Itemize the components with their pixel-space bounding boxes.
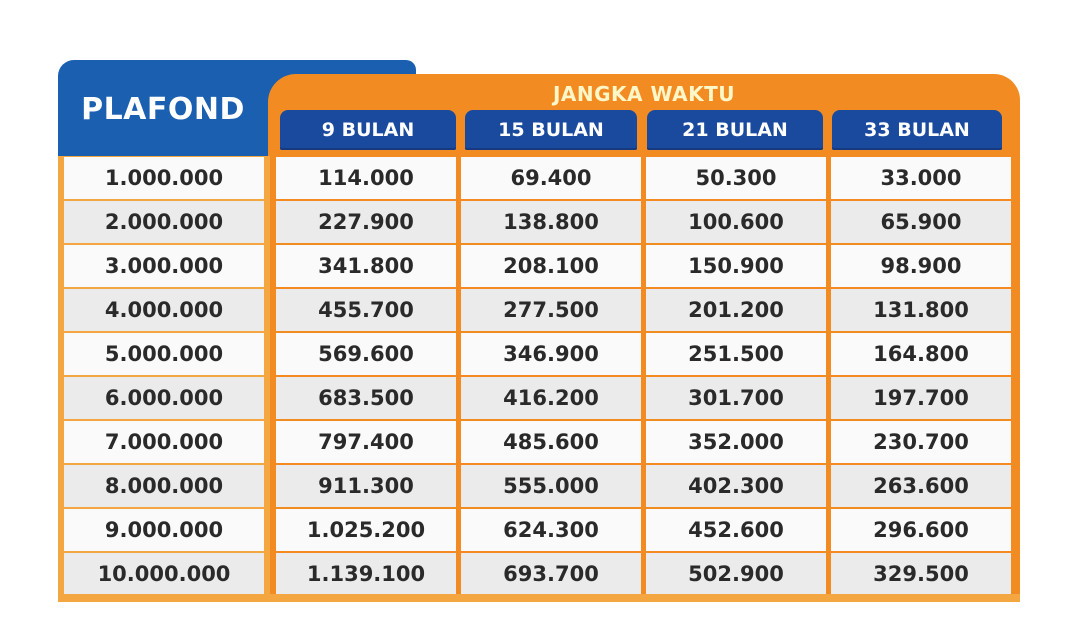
installment-cell-m15: 416.200 (461, 377, 641, 419)
installment-cell-m9: 569.600 (276, 333, 456, 375)
jangka-waktu-header: JANGKA WAKTU (552, 82, 736, 106)
installment-cell-m21: 150.900 (646, 245, 826, 287)
installment-cell-m21: 301.700 (646, 377, 826, 419)
plafond-cell: 2.000.000 (64, 201, 264, 243)
plafond-cell: 1.000.000 (64, 157, 264, 199)
table-row: 7.000.000 797.400 485.600 352.000 230.700 (0, 420, 1079, 464)
month-header-9: 9 BULAN (280, 110, 456, 150)
installment-cell-m33: 33.000 (831, 157, 1011, 199)
table-row: 9.000.000 1.025.200 624.300 452.600 296.600 (0, 508, 1079, 552)
installment-cell-m15: 555.000 (461, 465, 641, 507)
plafond-cell: 4.000.000 (64, 289, 264, 331)
installment-cell-m33: 230.700 (831, 421, 1011, 463)
installment-cell-m21: 251.500 (646, 333, 826, 375)
table-row: 2.000.000 227.900 138.800 100.600 65.900 (0, 200, 1079, 244)
installment-cell-m33: 197.700 (831, 377, 1011, 419)
installment-cell-m21: 352.000 (646, 421, 826, 463)
installment-cell-m21: 502.900 (646, 553, 826, 595)
table-row: 1.000.000 114.000 69.400 50.300 33.000 (0, 156, 1079, 200)
installment-cell-m15: 485.600 (461, 421, 641, 463)
plafond-cell: 9.000.000 (64, 509, 264, 551)
table-row: 6.000.000 683.500 416.200 301.700 197.700 (0, 376, 1079, 420)
installment-cell-m33: 98.900 (831, 245, 1011, 287)
plafond-cell: 8.000.000 (64, 465, 264, 507)
installment-cell-m15: 208.100 (461, 245, 641, 287)
installment-cell-m21: 402.300 (646, 465, 826, 507)
installment-cell-m9: 227.900 (276, 201, 456, 243)
installment-cell-m15: 69.400 (461, 157, 641, 199)
installment-cell-m9: 1.025.200 (276, 509, 456, 551)
table-row: 3.000.000 341.800 208.100 150.900 98.900 (0, 244, 1079, 288)
installment-cell-m9: 455.700 (276, 289, 456, 331)
installment-cell-m15: 624.300 (461, 509, 641, 551)
installment-cell-m33: 65.900 (831, 201, 1011, 243)
plafond-cell: 3.000.000 (64, 245, 264, 287)
month-header-33: 33 BULAN (832, 110, 1002, 150)
table-row: 5.000.000 569.600 346.900 251.500 164.800 (0, 332, 1079, 376)
installment-cell-m9: 683.500 (276, 377, 456, 419)
table-row: 4.000.000 455.700 277.500 201.200 131.800 (0, 288, 1079, 332)
installment-cell-m21: 452.600 (646, 509, 826, 551)
plafond-cell: 5.000.000 (64, 333, 264, 375)
installment-cell-m9: 911.300 (276, 465, 456, 507)
installment-cell-m9: 341.800 (276, 245, 456, 287)
table-bottom-border (58, 594, 1020, 602)
installment-cell-m15: 346.900 (461, 333, 641, 375)
installment-cell-m21: 100.600 (646, 201, 826, 243)
plafond-cell: 7.000.000 (64, 421, 264, 463)
installment-cell-m33: 263.600 (831, 465, 1011, 507)
installment-cell-m15: 138.800 (461, 201, 641, 243)
installment-cell-m9: 114.000 (276, 157, 456, 199)
installment-cell-m15: 693.700 (461, 553, 641, 595)
installment-cell-m9: 797.400 (276, 421, 456, 463)
month-header-21: 21 BULAN (647, 110, 823, 150)
plafond-cell: 10.000.000 (64, 553, 264, 595)
table-row: 10.000.000 1.139.100 693.700 502.900 329.500 (0, 552, 1079, 596)
installment-cell-m15: 277.500 (461, 289, 641, 331)
month-header-15: 15 BULAN (465, 110, 637, 150)
installment-cell-m21: 50.300 (646, 157, 826, 199)
installment-cell-m33: 131.800 (831, 289, 1011, 331)
installment-cell-m33: 329.500 (831, 553, 1011, 595)
plafond-cell: 6.000.000 (64, 377, 264, 419)
installment-cell-m21: 201.200 (646, 289, 826, 331)
plafond-header: PLAFOND (81, 92, 245, 127)
table-row: 8.000.000 911.300 555.000 402.300 263.600 (0, 464, 1079, 508)
installment-cell-m9: 1.139.100 (276, 553, 456, 595)
installment-cell-m33: 164.800 (831, 333, 1011, 375)
installment-cell-m33: 296.600 (831, 509, 1011, 551)
